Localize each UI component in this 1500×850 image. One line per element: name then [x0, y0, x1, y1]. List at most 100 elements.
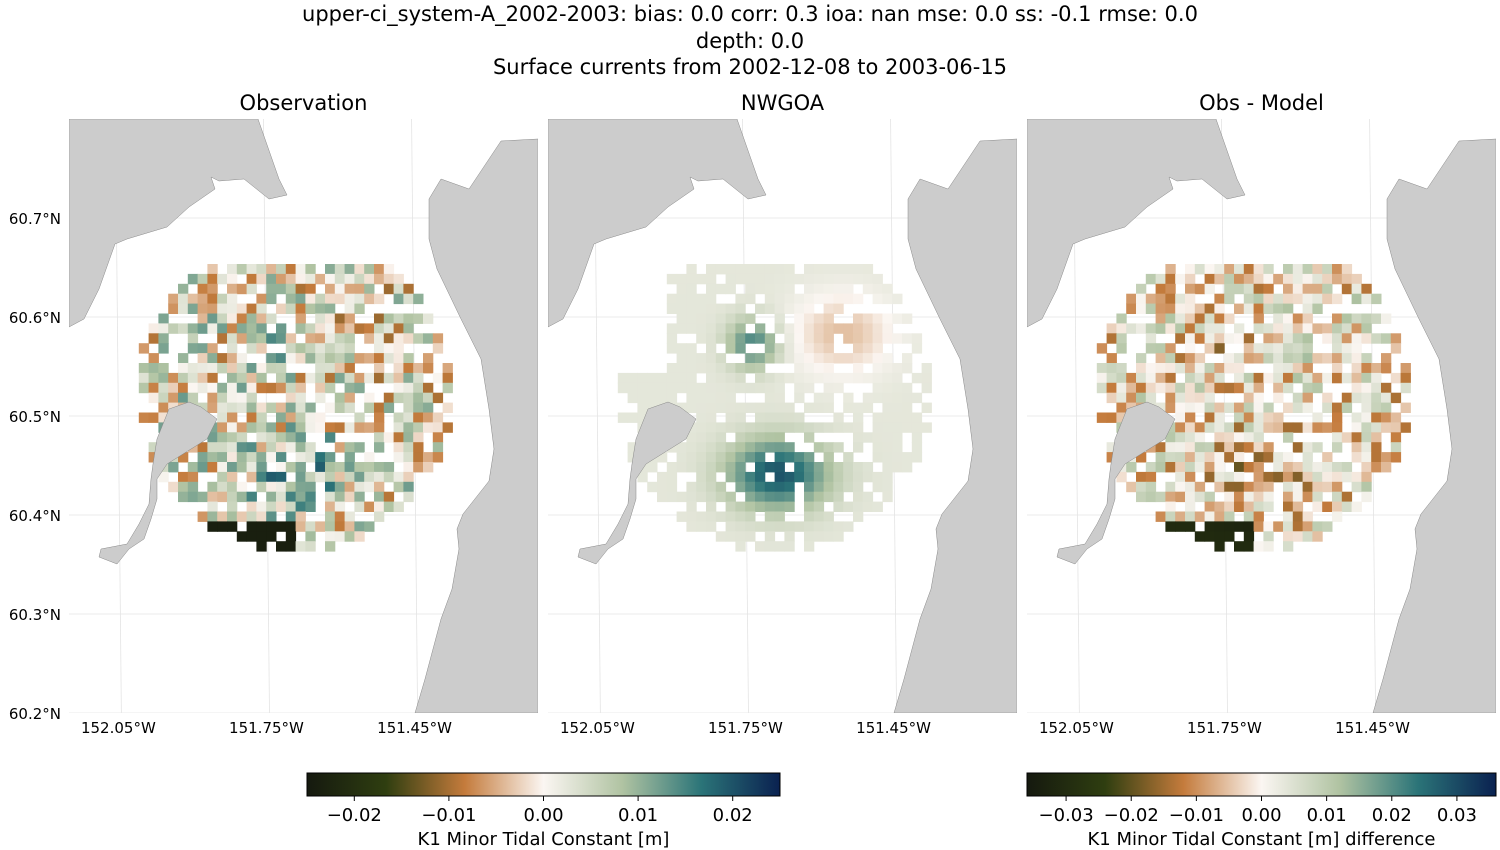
data-cell: [1126, 303, 1137, 314]
data-cell: [657, 392, 668, 404]
data-cell: [715, 491, 727, 503]
data-cell: [1292, 531, 1304, 542]
data-cell: [627, 412, 638, 423]
data-cell: [735, 323, 746, 334]
data-cell: [706, 501, 717, 512]
data-cell: [1224, 452, 1235, 463]
data-cell: [276, 303, 287, 314]
data-cell: [1263, 452, 1274, 463]
data-cell: [813, 372, 825, 384]
data-cell: [305, 541, 316, 552]
data-cell: [217, 521, 228, 532]
data-cell: [1243, 264, 1255, 275]
data-cell: [1361, 353, 1372, 364]
data-cell: [1185, 462, 1196, 473]
data-cell: [256, 432, 267, 443]
data-cell: [784, 541, 795, 552]
data-cell: [715, 531, 727, 542]
data-cell: [872, 372, 883, 384]
data-cell: [1116, 412, 1127, 423]
data-cell: [305, 481, 316, 493]
data-cell: [774, 343, 785, 354]
data-cell: [158, 313, 169, 324]
data-cell: [1273, 343, 1284, 354]
data-cell: [227, 471, 238, 483]
data-cell: [1312, 462, 1323, 473]
data-cell: [1234, 402, 1245, 413]
data-cell: [755, 521, 766, 532]
data-cell: [354, 481, 365, 493]
data-cell: [197, 491, 208, 503]
data-cell: [1400, 382, 1411, 394]
data-cell: [168, 372, 179, 384]
data-cell: [1253, 432, 1264, 443]
data-cell: [305, 343, 316, 354]
data-cell: [1273, 521, 1284, 532]
data-cell: [1214, 273, 1225, 285]
data-cell: [207, 511, 218, 522]
data-cell: [1292, 353, 1304, 364]
data-cell: [236, 481, 248, 493]
data-cell: [1204, 452, 1215, 463]
data-cell: [217, 353, 228, 364]
data-cell: [823, 353, 834, 364]
data-cell: [374, 402, 385, 413]
data-cell: [217, 392, 228, 404]
data-cell: [666, 462, 678, 473]
data-cell: [227, 343, 238, 354]
data-cell: [706, 313, 717, 324]
data-cell: [295, 541, 306, 552]
data-cell: [236, 372, 248, 384]
data-cell: [1243, 353, 1255, 364]
data-cell: [1332, 412, 1343, 423]
data-cell: [1371, 392, 1382, 404]
data-cell: [227, 521, 238, 532]
data-cell: [1214, 363, 1225, 374]
data-cell: [364, 372, 375, 384]
data-cell: [187, 471, 199, 483]
data-cell: [647, 382, 658, 394]
data-cell: [1371, 363, 1382, 374]
data-cell: [325, 462, 336, 473]
data-cell: [882, 293, 893, 305]
data-cell: [902, 333, 913, 344]
data-cell: [295, 273, 306, 285]
data-cell: [1145, 382, 1157, 394]
data-cell: [794, 471, 805, 483]
data-cell: [1351, 283, 1362, 295]
data-cell: [1263, 412, 1274, 423]
data-cell: [344, 343, 355, 354]
data-cell: [1332, 293, 1343, 305]
data-cell: [764, 491, 776, 503]
data-cell: [423, 333, 434, 344]
data-cell: [1312, 422, 1323, 433]
data-cell: [197, 462, 208, 473]
data-cell: [217, 432, 228, 443]
data-cell: [374, 372, 385, 384]
data-cell: [217, 293, 228, 305]
data-cell: [1292, 343, 1304, 354]
data-cell: [403, 462, 414, 473]
data-cell: [285, 412, 297, 423]
data-cell: [295, 264, 306, 275]
data-cell: [1283, 471, 1294, 483]
data-cell: [833, 521, 844, 532]
data-cell: [207, 293, 218, 305]
data-cell: [374, 511, 385, 522]
data-cell: [442, 372, 453, 384]
data-cell: [315, 521, 326, 532]
data-cell: [1371, 452, 1382, 463]
data-cell: [833, 531, 844, 542]
data-cell: [725, 382, 736, 394]
data-cell: [1312, 501, 1323, 512]
data-cell: [403, 422, 414, 433]
data-cell: [1243, 521, 1255, 532]
data-cell: [696, 382, 707, 394]
data-cell: [892, 412, 903, 423]
data-cell: [1106, 333, 1117, 344]
data-cell: [1175, 521, 1186, 532]
data-cell: [1194, 283, 1206, 295]
data-cell: [725, 333, 736, 344]
data-cell: [217, 471, 228, 483]
data-cell: [1322, 273, 1333, 285]
